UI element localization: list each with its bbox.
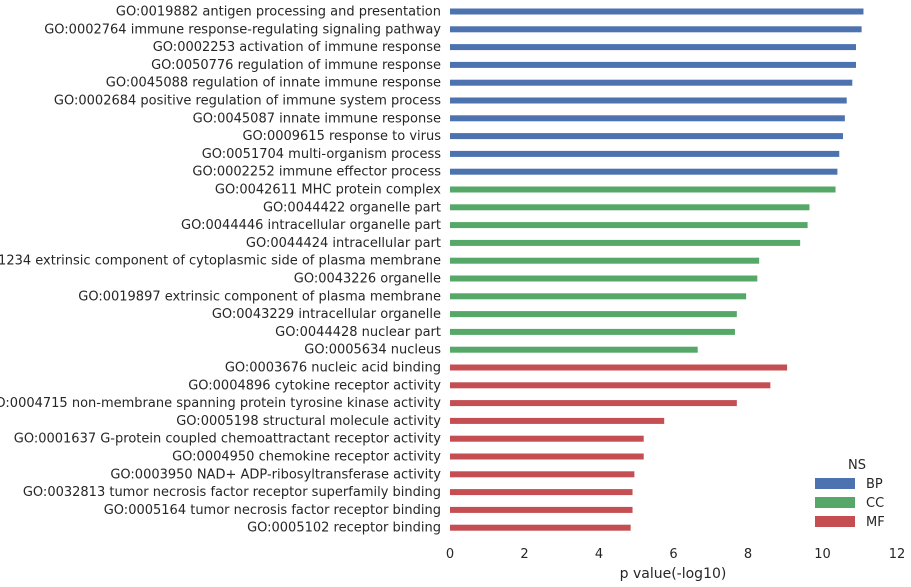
category-label: GO:0044422 organelle part xyxy=(263,200,441,215)
bar-mf xyxy=(450,435,644,442)
category-label: GO:0004896 cytokine receptor activity xyxy=(188,378,441,393)
bar-bp xyxy=(450,133,843,140)
legend-swatch-bp xyxy=(815,478,855,489)
bar-cc xyxy=(450,239,801,246)
x-tick-label: 10 xyxy=(814,547,831,562)
category-label: GO:0031234 extrinsic component of cytopl… xyxy=(0,254,441,269)
category-label: GO:0004950 chemokine receptor activity xyxy=(172,450,441,465)
bar-cc xyxy=(450,186,836,193)
category-label: GO:0043229 intracellular organelle xyxy=(212,307,441,322)
bar-mf xyxy=(450,382,771,389)
bar-cc xyxy=(450,204,810,211)
bar-mf xyxy=(450,453,644,460)
bars-group xyxy=(450,8,864,531)
legend: NS BP CC MF xyxy=(815,458,885,530)
x-tick-label: 6 xyxy=(669,547,677,562)
category-labels-group: GO:0019882 antigen processing and presen… xyxy=(0,5,441,536)
category-label: GO:0005198 structural molecule activity xyxy=(176,414,441,429)
bar-bp xyxy=(450,97,847,104)
category-label: GO:0032813 tumor necrosis factor recepto… xyxy=(23,485,441,500)
bar-mf xyxy=(450,400,737,407)
bar-bp xyxy=(450,61,857,68)
category-label: GO:0002253 activation of immune response xyxy=(153,40,441,55)
category-label: GO:0002252 immune effector process xyxy=(192,165,441,180)
legend-swatch-cc xyxy=(815,497,855,508)
bar-cc xyxy=(450,293,747,300)
category-label: GO:0005164 tumor necrosis factor recepto… xyxy=(104,503,441,518)
category-label: GO:0045088 regulation of innate immune r… xyxy=(106,76,441,91)
category-label: GO:0050776 regulation of immune response xyxy=(151,58,441,73)
bar-mf xyxy=(450,471,635,478)
category-label: GO:0051704 multi-organism process xyxy=(202,147,442,162)
category-label: GO:0044424 intracellular part xyxy=(246,236,441,251)
category-label: GO:0003950 NAD+ ADP-ribosyltransferase a… xyxy=(110,467,441,482)
bar-cc xyxy=(450,328,735,335)
category-label: GO:0043226 organelle xyxy=(294,272,441,287)
x-tick-label: 2 xyxy=(520,547,528,562)
category-label: GO:0019882 antigen processing and presen… xyxy=(116,5,441,20)
category-label: GO:0001637 G-protein coupled chemoattrac… xyxy=(14,432,442,447)
category-label: GO:0002764 immune response-regulating si… xyxy=(44,22,441,37)
bar-bp xyxy=(450,79,853,86)
legend-label-mf: MF xyxy=(866,515,885,530)
legend-swatch-mf xyxy=(815,516,855,527)
x-axis: 0 2 4 6 8 10 12 xyxy=(446,547,905,562)
bar-cc xyxy=(450,346,698,353)
bar-cc xyxy=(450,311,737,318)
x-axis-label: p value(-log10) xyxy=(620,566,727,582)
bar-bp xyxy=(450,8,864,15)
bar-bp xyxy=(450,115,845,122)
bar-cc xyxy=(450,275,758,282)
category-label: GO:0044446 intracellular organelle part xyxy=(181,218,441,233)
category-label: GO:0004715 non-membrane spanning protein… xyxy=(0,396,441,411)
bar-mf xyxy=(450,489,633,496)
x-tick-label: 8 xyxy=(744,547,752,562)
bar-bp xyxy=(450,44,857,51)
category-label: GO:0044428 nuclear part xyxy=(275,325,441,340)
bar-cc xyxy=(450,222,808,229)
category-label: GO:0019897 extrinsic component of plasma… xyxy=(78,289,441,304)
legend-label-cc: CC xyxy=(866,496,884,511)
bar-mf xyxy=(450,524,631,531)
category-label: GO:0042611 MHC protein complex xyxy=(215,183,441,198)
bar-mf xyxy=(450,364,788,371)
category-label: GO:0005102 receptor binding xyxy=(247,521,441,536)
legend-label-bp: BP xyxy=(866,477,883,492)
bar-mf xyxy=(450,417,665,424)
bar-bp xyxy=(450,168,838,175)
category-label: GO:0005634 nucleus xyxy=(304,343,441,358)
bar-bp xyxy=(450,26,862,33)
category-label: GO:0003676 nucleic acid binding xyxy=(225,361,441,376)
category-label: GO:0002684 positive regulation of immune… xyxy=(54,94,441,109)
category-label: GO:0009615 response to virus xyxy=(242,129,441,144)
x-tick-label: 4 xyxy=(595,547,603,562)
category-label: GO:0045087 innate immune response xyxy=(193,111,441,126)
x-tick-label: 0 xyxy=(446,547,454,562)
bar-cc xyxy=(450,257,760,264)
legend-title: NS xyxy=(848,458,866,473)
bar-bp xyxy=(450,150,840,157)
x-tick-label: 12 xyxy=(889,547,906,562)
bar-mf xyxy=(450,506,633,513)
